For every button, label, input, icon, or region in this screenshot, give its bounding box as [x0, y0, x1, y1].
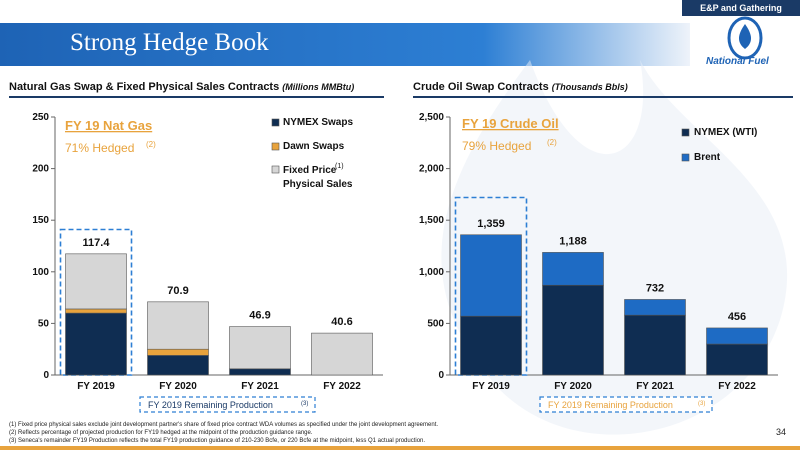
- bar-segment: [542, 284, 604, 376]
- footnote-3: (3) Seneca's remainder FY19 Production r…: [9, 438, 426, 444]
- bar-segment: [229, 326, 291, 370]
- legend-swatch: [271, 142, 280, 151]
- x-tick-label: FY 2020: [554, 381, 592, 392]
- legend-label: NYMEX (WTI): [694, 127, 757, 138]
- y-tick-label: 200: [32, 164, 49, 175]
- section-tag: E&P and Gathering: [682, 0, 800, 16]
- y-tick-label: 250: [32, 112, 49, 123]
- y-tick-label: 1,500: [419, 215, 444, 226]
- hedge-annotation-title: FY 19 Nat Gas: [65, 118, 152, 133]
- bar-total-label: 40.6: [331, 316, 352, 328]
- remaining-production-label-box: [539, 396, 713, 413]
- x-tick-label: FY 2020: [159, 381, 197, 392]
- y-tick-label: 2,000: [419, 164, 444, 175]
- y-tick-label: 1,000: [419, 267, 444, 278]
- bar-segment: [706, 327, 768, 345]
- bar-segment: [147, 348, 209, 356]
- crude-oil-hedge-chart: 0 500 1,000 1,500 2,000 2,500 1,359 FY 2019 1,18…: [419, 112, 778, 413]
- logo-text: National Fuel: [706, 56, 769, 67]
- left-section-title: Natural Gas Swap & Fixed Physical Sales …: [9, 81, 355, 93]
- bottom-accent-bar: [0, 446, 800, 450]
- bar-segment: [624, 314, 686, 376]
- legend-swatch: [271, 118, 280, 127]
- bar-segment: [65, 312, 127, 376]
- footnote-2: (2) Reflects percentage of projected pro…: [9, 430, 313, 436]
- legend-swatch: [681, 128, 690, 137]
- right-section-underline: [413, 96, 793, 98]
- y-tick-label: 0: [43, 370, 49, 381]
- y-tick-label: 500: [427, 318, 444, 329]
- y-tick-label: 2,500: [419, 112, 444, 123]
- bar-total-label: 456: [728, 311, 746, 323]
- legend-label: Physical Sales: [283, 179, 353, 190]
- bar-total-label: 732: [646, 282, 664, 294]
- bar-total-label: 1,188: [559, 235, 587, 247]
- flame-watermark: [441, 60, 788, 435]
- bar-segment: [460, 234, 522, 317]
- remaining-production-label: FY 2019 Remaining Production: [548, 400, 673, 410]
- bar-segment: [542, 252, 604, 286]
- hedge-annotation-footnote: (2): [146, 140, 156, 149]
- x-tick-label: FY 2019: [472, 381, 510, 392]
- bar-segment: [460, 315, 522, 376]
- bar-total-label: 70.9: [167, 285, 188, 297]
- y-tick-label: 150: [32, 215, 49, 226]
- left-section-underline: [9, 96, 384, 98]
- legend-label: Dawn Swaps: [283, 141, 345, 152]
- x-tick-label: FY 2021: [636, 381, 674, 392]
- remaining-production-label-box: [139, 396, 316, 413]
- x-tick-label: FY 2022: [323, 381, 361, 392]
- right-section-title: Crude Oil Swap Contracts (Thousands Bbls…: [413, 81, 628, 93]
- legend-footnote: (1): [335, 163, 344, 170]
- legend-label: Fixed Price: [283, 165, 337, 176]
- hedge-annotation-title: FY 19 Crude Oil: [462, 116, 559, 131]
- y-tick-label: 50: [38, 318, 50, 329]
- remaining-production-footnote: (3): [698, 401, 705, 407]
- bar-segment: [706, 343, 768, 376]
- bar-segment: [65, 253, 127, 310]
- x-tick-label: FY 2021: [241, 381, 279, 392]
- remaining-production-footnote: (3): [301, 401, 308, 407]
- page-title: Strong Hedge Book: [70, 29, 269, 56]
- y-tick-label: 100: [32, 267, 49, 278]
- legend-swatch: [681, 153, 690, 162]
- y-tick-label: 0: [438, 370, 444, 381]
- bar-segment: [311, 332, 373, 376]
- x-tick-label: FY 2019: [77, 381, 115, 392]
- bar-segment: [624, 299, 686, 316]
- legend-label: NYMEX Swaps: [283, 117, 353, 128]
- bar-total-label: 46.9: [249, 310, 270, 322]
- bar-segment: [147, 301, 209, 350]
- bar-segment: [229, 368, 291, 376]
- remaining-production-label: FY 2019 Remaining Production: [148, 400, 273, 410]
- bar-total-label: 117.4: [83, 237, 111, 249]
- page-number: 34: [775, 427, 786, 437]
- nat-gas-hedge-chart: 0 50 100 150 200 250 117.4 FY 2019 70.9 FY 2020 46…: [32, 112, 383, 413]
- hedge-annotation-footnote: (2): [547, 138, 557, 147]
- footnote-1: (1) Fixed price physical sales exclude j…: [9, 422, 439, 428]
- bar-segment: [65, 308, 127, 314]
- hedge-annotation-percent: 71% Hedged: [65, 141, 134, 155]
- bar-segment: [147, 355, 209, 376]
- title-banner: [0, 23, 690, 66]
- hedge-annotation-percent: 79% Hedged: [462, 139, 531, 153]
- legend-label: Brent: [694, 152, 721, 163]
- bar-total-label: 1,359: [477, 218, 505, 230]
- legend-swatch: [271, 165, 280, 174]
- national-fuel-logo: [727, 16, 763, 60]
- x-tick-label: FY 2022: [718, 381, 756, 392]
